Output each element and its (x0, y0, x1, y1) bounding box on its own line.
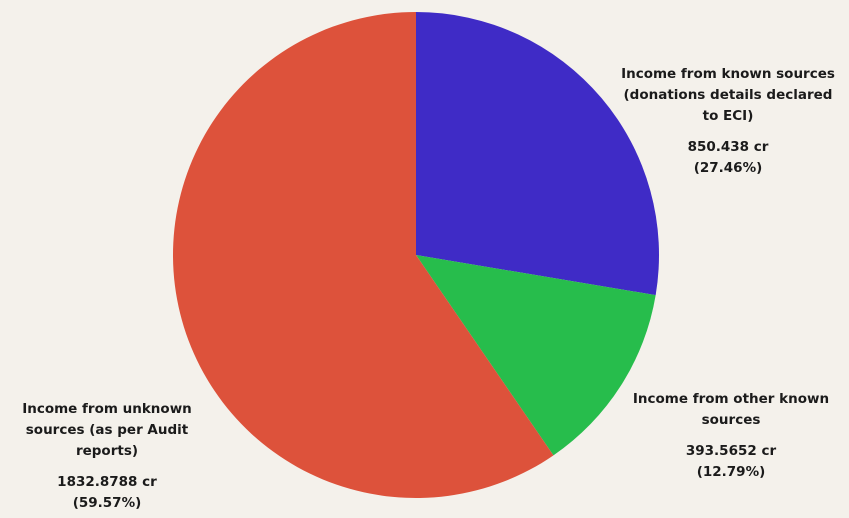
slice-label-other-known-sources-name: Income from other known sources (632, 391, 830, 428)
slice-label-known-sources-percent: (27.46%) (693, 160, 763, 176)
slice-label-known-sources: Income from known sources (donations det… (618, 64, 838, 179)
slice-label-known-sources-name: Income from known sources (donations det… (621, 66, 835, 124)
slice-label-other-known-sources: Income from other known sources 393.5652… (620, 389, 842, 483)
slice-label-other-known-sources-percent: (12.79%) (696, 464, 766, 480)
pie-slice-unknown-sources (172, 11, 554, 498)
slice-label-known-sources-value: 850.438 cr (687, 139, 769, 155)
slice-label-unknown-sources-name: Income from unknown sources (as per Audi… (22, 401, 192, 459)
pie-slice-known-sources (416, 12, 660, 296)
slice-label-unknown-sources-percent: (59.57%) (72, 495, 142, 511)
slice-label-unknown-sources-value: 1832.8788 cr (57, 474, 157, 490)
pie-slice-other-known-sources (416, 255, 656, 456)
slice-label-other-known-sources-value: 393.5652 cr (685, 443, 777, 459)
slice-label-unknown-sources: Income from unknown sources (as per Audi… (4, 399, 210, 514)
